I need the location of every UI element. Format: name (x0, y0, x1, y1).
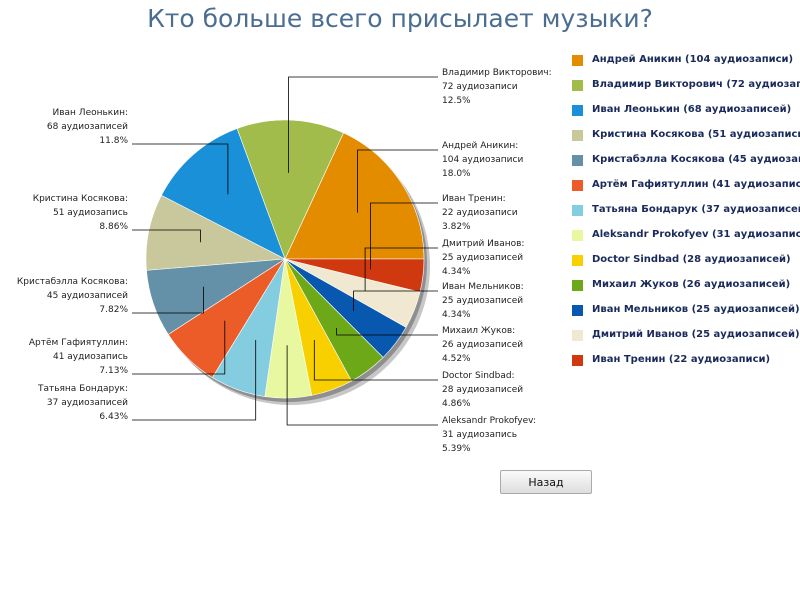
legend-item: Дмитрий Иванов (25 аудиозаписей) (572, 327, 800, 352)
pie-slice (161, 128, 286, 260)
callout-line (370, 202, 438, 270)
callout-value: 37 аудиозаписей (47, 398, 128, 408)
legend-label: Doctor Sindbad (28 аудиозаписей) (592, 254, 791, 265)
callout-line (132, 143, 229, 195)
callout-value: 68 аудиозаписей (47, 122, 128, 132)
callout-name: Владимир Викторович: (442, 68, 552, 78)
legend-label: Татьяна Бондарук (37 аудиозаписей) (592, 204, 800, 215)
callout-name: Иван Тренин: (442, 194, 506, 204)
callout-line (132, 229, 201, 243)
pie-slice (284, 258, 425, 293)
legend-swatch (572, 255, 583, 266)
callout-percent: 11.8% (99, 136, 128, 146)
legend-item: Владимир Викторович (72 аудиозаписи) (572, 77, 800, 102)
callout-percent: 6.43% (99, 412, 128, 422)
legend-swatch (572, 355, 583, 366)
callout-value: 72 аудиозаписи (442, 82, 518, 92)
legend-label: Дмитрий Иванов (25 аудиозаписей) (592, 329, 800, 340)
pie-slice (236, 119, 344, 260)
legend-swatch (572, 280, 583, 291)
chart-title: Кто больше всего присылает музыки? (147, 4, 653, 33)
callout-name: Михаил Жуков: (442, 326, 515, 336)
legend-label: Aleksandr Prokofyev (31 аудиозапись) (592, 229, 800, 240)
callout-name: Артём Гафиятуллин: (29, 338, 128, 348)
legend-item: Кристина Косякова (51 аудиозапись) (572, 127, 800, 152)
callout-value: 45 аудиозаписей (47, 291, 128, 301)
callout-line (132, 286, 204, 314)
callout-name: Татьяна Бондарук: (37, 384, 128, 394)
callout-value: 25 аудиозаписей (442, 296, 523, 306)
callout-percent: 4.52% (442, 354, 471, 364)
legend-item: Андрей Аникин (104 аудиозаписи) (572, 52, 800, 77)
legend-item: Татьяна Бондарук (37 аудиозаписей) (572, 202, 800, 227)
legend-label: Иван Леонькин (68 аудиозаписей) (592, 104, 792, 115)
callout-name: Иван Леонькин: (53, 108, 129, 118)
callout-name: Кристабэлла Косякова: (17, 277, 128, 287)
pie-slice (284, 132, 425, 260)
callout-percent: 5.39% (442, 444, 471, 454)
callout-value: 22 аудиозаписи (442, 208, 518, 218)
callout-name: Иван Мельников: (442, 282, 524, 292)
callout-percent: 8.86% (99, 222, 128, 232)
pie-chart: Андрей Аникин: 104 аудиозаписи 18.0% Владим… (17, 68, 552, 454)
legend-label: Кристабэлла Косякова (45 аудиозаписей) (592, 154, 800, 165)
callout-percent: 12.5% (442, 96, 471, 106)
legend-item: Иван Леонькин (68 аудиозаписей) (572, 102, 800, 127)
legend-swatch (572, 80, 583, 91)
callout-name: Кристина Косякова: (33, 194, 128, 204)
callout-line (357, 149, 438, 213)
legend-item: Иван Мельников (25 аудиозаписей) (572, 302, 800, 327)
callout-line (336, 328, 438, 336)
legend-item: Михаил Жуков (26 аудиозаписей) (572, 277, 800, 302)
legend-label: Андрей Аникин (104 аудиозаписи) (592, 54, 794, 65)
legend-label: Иван Тренин (22 аудиозаписи) (592, 354, 771, 365)
legend-swatch (572, 155, 583, 166)
legend-item: Doctor Sindbad (28 аудиозаписей) (572, 252, 800, 277)
callout-name: Дмитрий Иванов: (442, 239, 524, 249)
legend-swatch (572, 305, 583, 316)
legend-swatch (572, 55, 583, 66)
legend-swatch (572, 330, 583, 341)
callout-name: Doctor Sindbad: (442, 371, 515, 381)
legend-swatch (572, 130, 583, 141)
legend-item: Кристабэлла Косякова (45 аудиозаписей) (572, 152, 800, 177)
legend-item: Артём Гафиятуллин (41 аудиозапись) (572, 177, 800, 202)
legend-swatch (572, 180, 583, 191)
callout-value: 31 аудиозапись (442, 430, 517, 440)
callout-line (353, 290, 438, 312)
callout-name: Андрей Аникин: (442, 141, 518, 151)
legend-swatch (572, 105, 583, 116)
legend-label: Владимир Викторович (72 аудиозаписи) (592, 79, 800, 90)
callout-value: 25 аудиозаписей (442, 253, 523, 263)
callout-line (288, 76, 438, 173)
legend-label: Кристина Косякова (51 аудиозапись) (592, 129, 800, 140)
callout-line (313, 340, 438, 381)
legend-item: Aleksandr Prokofyev (31 аудиозапись) (572, 227, 800, 252)
callout-line (286, 345, 438, 426)
legend-swatch (572, 205, 583, 216)
callout-line (364, 247, 438, 291)
callout-percent: 7.13% (99, 366, 128, 376)
callout-percent: 3.82% (442, 222, 471, 232)
callout-value: 51 аудиозапись (53, 208, 128, 218)
chart-legend: Андрей Аникин (104 аудиозаписи) Владимир … (572, 52, 800, 377)
callout-value: 28 аудиозаписей (442, 385, 523, 395)
back-button[interactable]: Назад (500, 470, 592, 494)
callout-percent: 4.34% (442, 310, 471, 320)
callout-line (132, 320, 226, 375)
callout-value: 104 аудиозаписи (442, 155, 523, 165)
callout-line (132, 340, 257, 421)
callout-percent: 4.34% (442, 267, 471, 277)
callout-percent: 7.82% (99, 305, 128, 315)
legend-label: Михаил Жуков (26 аудиозаписей) (592, 279, 791, 290)
callout-percent: 4.86% (442, 399, 471, 409)
callout-value: 26 аудиозаписей (442, 340, 523, 350)
legend-label: Иван Мельников (25 аудиозаписей) (592, 304, 800, 315)
legend-swatch (572, 230, 583, 241)
callout-value: 41 аудиозапись (53, 352, 128, 362)
callout-name: Aleksandr Prokofyev: (442, 416, 536, 426)
legend-label: Артём Гафиятуллин (41 аудиозапись) (592, 179, 800, 190)
callout-percent: 18.0% (442, 169, 471, 179)
legend-item: Иван Тренин (22 аудиозаписи) (572, 352, 800, 377)
